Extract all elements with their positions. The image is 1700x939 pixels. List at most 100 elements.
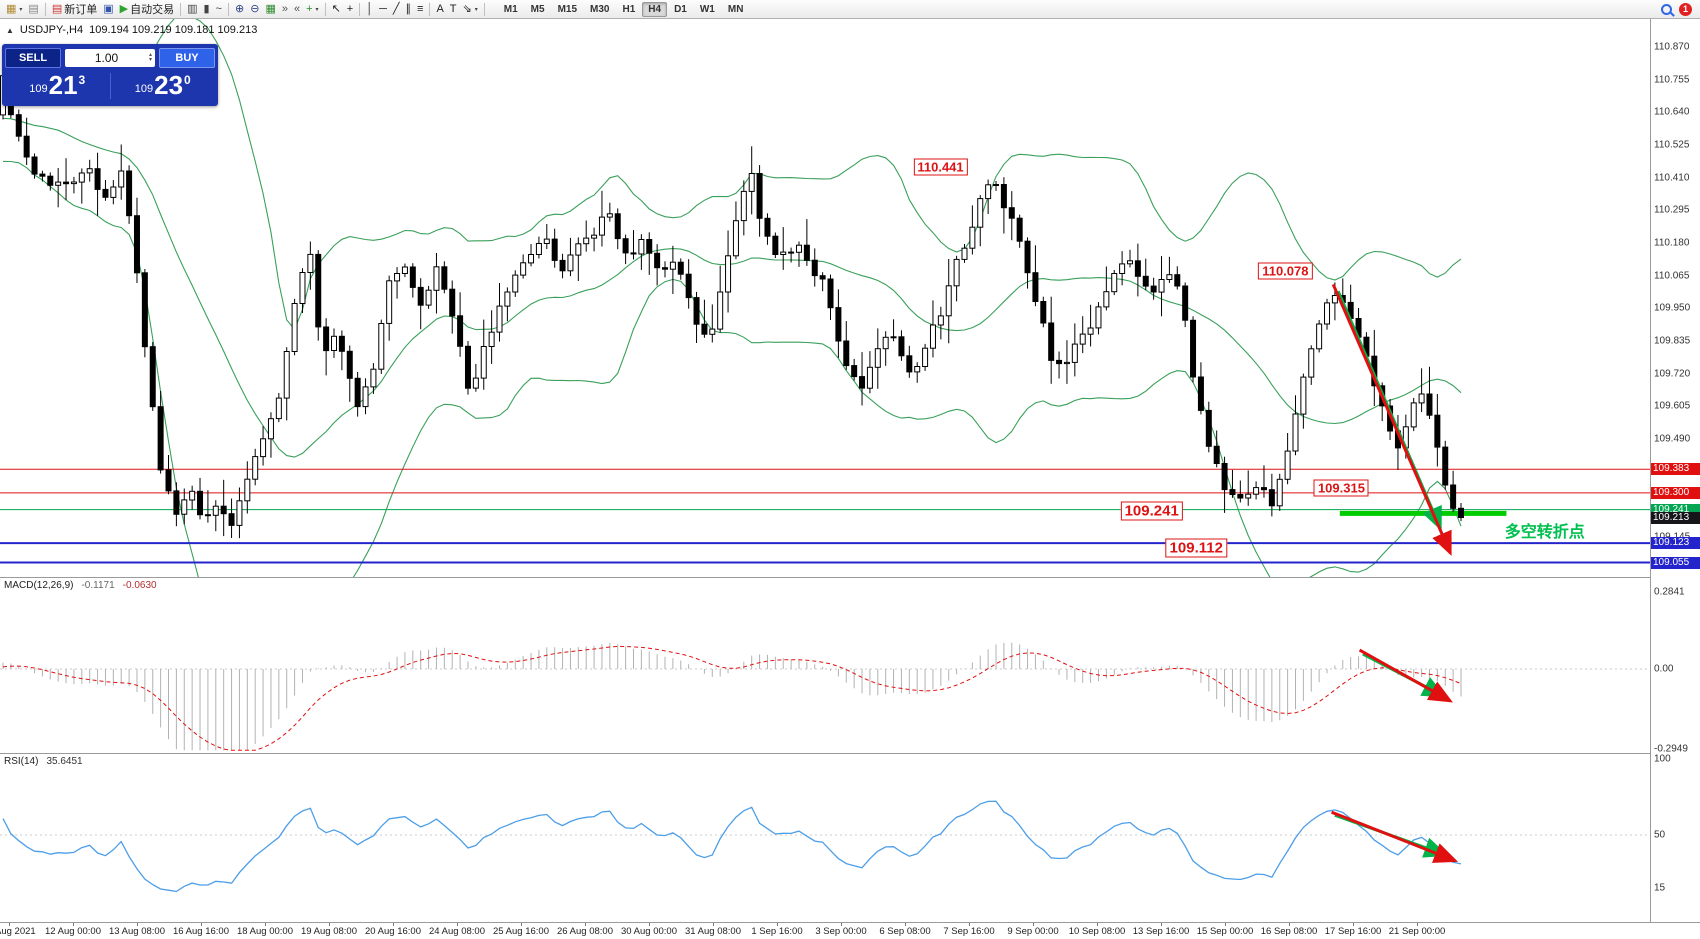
axis-badge-109.213: 109.213 bbox=[1651, 511, 1700, 524]
line-chart-button[interactable]: ~ bbox=[213, 1, 225, 18]
channel-button[interactable]: ∥ bbox=[403, 1, 415, 18]
macd-value-signal: -0.0630 bbox=[122, 580, 157, 591]
rsi-tick-100: 100 bbox=[1654, 753, 1671, 765]
pane-separator-macd[interactable] bbox=[0, 577, 1700, 578]
text-label-button[interactable]: T bbox=[447, 1, 460, 18]
crosshair-button[interactable]: + bbox=[344, 1, 356, 18]
price-axis[interactable]: 110.870 110.755 110.640 110.525 110.410 110.2… bbox=[1650, 19, 1700, 922]
macd-canvas[interactable] bbox=[0, 577, 1650, 753]
time-tick-mark bbox=[201, 923, 202, 926]
time-tick-mark bbox=[329, 923, 330, 926]
zoom-out-button[interactable]: ⊖ bbox=[247, 1, 262, 18]
auto-scroll-button[interactable]: » bbox=[279, 1, 291, 18]
volume-spinner[interactable]: ▴ ▾ bbox=[147, 52, 154, 63]
new-order-button[interactable]: ▤ 新订单 bbox=[49, 1, 100, 18]
volume-input-wrap: ▴ ▾ bbox=[65, 49, 155, 67]
vertical-line-button[interactable]: │ bbox=[363, 1, 376, 18]
time-label: 1 Sep 16:00 bbox=[751, 926, 803, 937]
time-label: 24 Aug 08:00 bbox=[429, 926, 485, 937]
candlestick-button[interactable]: ▮ bbox=[201, 1, 213, 18]
time-tick-mark bbox=[969, 923, 970, 926]
timeframe-m1-button[interactable]: M1 bbox=[503, 3, 518, 15]
bar-chart-button[interactable]: ▥ bbox=[184, 1, 200, 18]
time-tick-mark bbox=[393, 923, 394, 926]
main-chart-canvas[interactable] bbox=[0, 19, 1650, 577]
timeframe-d1-button[interactable]: D1 bbox=[674, 3, 687, 15]
pane-separator-rsi[interactable] bbox=[0, 753, 1700, 754]
fibonacci-button[interactable]: ≡ bbox=[414, 1, 426, 18]
timeframe-mn-button[interactable]: MN bbox=[727, 3, 744, 15]
buy-button[interactable]: BUY bbox=[159, 48, 215, 68]
tile-windows-icon: ▦ bbox=[265, 2, 276, 15]
collapse-icon[interactable]: ▲ bbox=[6, 25, 14, 35]
autotrading-icon: ▶ bbox=[119, 2, 129, 15]
new-chart-button[interactable]: ▦ ▾ bbox=[3, 1, 25, 18]
buy-price[interactable]: 109 23 0 bbox=[111, 72, 216, 100]
price-tick-110.410: 110.410 bbox=[1654, 172, 1690, 184]
macd-tick--0.2949: -0.2949 bbox=[1654, 743, 1688, 755]
trade-controls-row: SELL ▴ ▾ BUY bbox=[5, 47, 215, 69]
rsi-canvas[interactable] bbox=[0, 753, 1650, 922]
timeframe-m15-button[interactable]: M15 bbox=[557, 3, 578, 15]
macd-tick-0.2841: 0.2841 bbox=[1654, 586, 1685, 598]
time-tick-mark bbox=[457, 923, 458, 926]
text-label-icon: T bbox=[449, 2, 457, 15]
time-label: 20 Aug 16:00 bbox=[365, 926, 421, 937]
search-icon[interactable] bbox=[1661, 3, 1672, 15]
price-tick-110.180: 110.180 bbox=[1654, 237, 1690, 249]
axis-badge-109.055: 109.055 bbox=[1651, 556, 1700, 569]
timeframe-m30-button[interactable]: M30 bbox=[590, 3, 610, 15]
profiles-button[interactable]: ▤ bbox=[25, 1, 41, 18]
timeframe-h1-button[interactable]: H1 bbox=[622, 3, 636, 15]
timeframe-m5-button[interactable]: M5 bbox=[530, 3, 545, 15]
price-tick-109.145: 109.145 bbox=[1654, 531, 1690, 542]
pane-separator-bottom bbox=[0, 922, 1700, 923]
time-tick-mark bbox=[1289, 923, 1290, 926]
price-tick-110.525: 110.525 bbox=[1654, 139, 1690, 151]
zoom-in-button[interactable]: ⊕ bbox=[232, 1, 247, 18]
time-tick-mark bbox=[1353, 923, 1354, 926]
chart-window-button[interactable]: ▣ bbox=[100, 1, 116, 18]
tile-windows-button[interactable]: ▦ bbox=[262, 1, 278, 18]
timeframe-h4-button[interactable]: H4 bbox=[642, 1, 668, 17]
spinner-down-icon[interactable]: ▾ bbox=[148, 57, 152, 63]
sell-button[interactable]: SELL bbox=[5, 48, 61, 68]
time-tick-mark bbox=[137, 923, 138, 926]
horizontal-line-icon: ─ bbox=[379, 2, 387, 15]
price-tick-109.490: 109.490 bbox=[1654, 433, 1691, 445]
time-axis[interactable]: 10 Aug 2021 12 Aug 00:00 13 Aug 08:00 16 Au… bbox=[0, 923, 1700, 939]
horizontal-line-button[interactable]: ─ bbox=[376, 1, 390, 18]
macd-value-main: -0.1171 bbox=[81, 580, 115, 591]
text-button[interactable]: A bbox=[433, 1, 446, 18]
arrows-tool-button[interactable]: ⇘ ▾ bbox=[460, 1, 481, 18]
timeframe-w1-button[interactable]: W1 bbox=[699, 3, 715, 15]
trendline-button[interactable]: ╱ bbox=[390, 1, 403, 18]
crosshair-icon: + bbox=[346, 2, 354, 15]
time-tick-mark bbox=[1033, 923, 1034, 926]
indicators-button[interactable]: + ▾ bbox=[303, 1, 321, 18]
autotrading-button[interactable]: ▶ 自动交易 bbox=[117, 1, 177, 18]
time-label: 15 Sep 00:00 bbox=[1196, 926, 1254, 937]
time-label: 9 Sep 00:00 bbox=[1007, 926, 1059, 937]
rsi-tick-15: 15 bbox=[1654, 882, 1666, 894]
bar-chart-icon: ▥ bbox=[187, 2, 198, 15]
time-label: 13 Aug 08:00 bbox=[109, 926, 165, 937]
notification-badge[interactable]: 1 bbox=[1679, 2, 1692, 16]
zoom-out-icon: ⊖ bbox=[250, 2, 260, 15]
price-tick-109.605: 109.605 bbox=[1654, 400, 1691, 412]
price-divider bbox=[109, 73, 111, 99]
volume-input[interactable] bbox=[66, 51, 147, 65]
time-label: 16 Aug 16:00 bbox=[173, 926, 229, 937]
sell-price[interactable]: 109 21 3 bbox=[5, 72, 110, 100]
macd-tick-0.00: 0.00 bbox=[1654, 663, 1674, 675]
symbol-title: USDJPY-,H4 bbox=[19, 24, 84, 36]
cursor-button[interactable]: ↖ bbox=[329, 1, 344, 18]
one-click-trading-widget: SELL ▴ ▾ BUY 109 21 3 109 23 0 bbox=[2, 44, 218, 106]
chart-shift-button[interactable]: « bbox=[291, 1, 303, 18]
time-tick-mark bbox=[1161, 923, 1162, 926]
sell-price-big: 21 bbox=[48, 70, 78, 100]
indicators-icon: + bbox=[306, 2, 313, 15]
rsi-name: RSI(14) bbox=[4, 756, 39, 767]
spinner-up-icon[interactable]: ▴ bbox=[148, 52, 152, 58]
zoom-in-icon: ⊕ bbox=[235, 2, 245, 15]
